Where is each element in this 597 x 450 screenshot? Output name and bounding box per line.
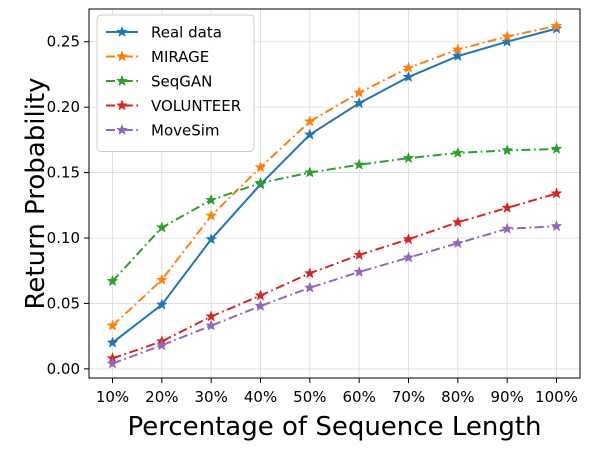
data-point-marker [451, 146, 464, 158]
legend-marker [116, 99, 128, 111]
y-tick-label: 0.25 [47, 33, 80, 51]
data-point-marker [106, 274, 119, 287]
data-point-marker [106, 319, 119, 331]
legend-label: MoveSim [151, 122, 220, 140]
data-point-marker [155, 298, 168, 310]
data-point-marker [451, 49, 464, 62]
data-point-marker [205, 233, 218, 245]
x-axis-label: Percentage of Sequence Length [127, 412, 541, 442]
x-tick-label: 20% [145, 388, 178, 406]
data-point-marker [353, 248, 366, 261]
data-point-marker [205, 209, 218, 221]
data-point-marker [501, 30, 514, 42]
data-point-marker [402, 233, 415, 245]
series-line-3 [112, 192, 557, 360]
legend-label: SeqGAN [151, 73, 212, 91]
legend-marker [116, 74, 128, 87]
data-point-marker [106, 336, 119, 348]
data-point-marker [303, 128, 316, 140]
legend-marker [116, 50, 128, 62]
data-point-marker [451, 237, 464, 249]
x-tick-label: 50% [293, 388, 326, 406]
x-tick-label: 30% [194, 388, 227, 406]
series-lines [106, 19, 563, 369]
series-line-4 [112, 225, 557, 365]
legend-marker [116, 25, 128, 38]
y-axis-label: Return Probability [21, 78, 51, 310]
data-point-marker [550, 19, 563, 32]
series-line-2 [111, 148, 557, 282]
x-tick-label: 40% [244, 388, 277, 406]
x-tick-label: 60% [342, 388, 375, 406]
x-tick-label: 90% [490, 388, 523, 406]
x-tick-label: 100% [535, 388, 578, 406]
data-point-marker [205, 310, 218, 322]
data-point-marker [550, 187, 563, 199]
data-point-marker [303, 267, 316, 279]
x-tick-label: 80% [441, 388, 474, 406]
y-tick-label: 0.00 [47, 360, 80, 378]
data-point-marker [402, 251, 415, 263]
y-tick-label: 0.10 [47, 229, 80, 247]
legend-label: Real data [151, 24, 222, 42]
data-point-marker [254, 161, 267, 173]
data-point-marker [402, 70, 415, 83]
grid-lines [89, 9, 580, 378]
data-point-marker [501, 35, 514, 47]
data-point-marker [205, 193, 218, 206]
data-point-marker [155, 339, 168, 351]
data-point-marker [303, 115, 316, 127]
data-point-marker [501, 201, 514, 213]
legend-marker [116, 123, 128, 136]
data-point-marker [254, 299, 267, 312]
data-point-marker [451, 43, 464, 55]
x-tick-label: 10% [96, 388, 129, 406]
data-point-marker [353, 86, 366, 98]
legend-label: MIRAGE [151, 48, 209, 66]
data-point-marker [451, 216, 464, 228]
data-point-marker [353, 265, 366, 278]
legend-box [96, 14, 255, 152]
data-point-marker [353, 158, 366, 170]
y-tick-label: 0.05 [47, 294, 80, 312]
x-tick-label: 70% [392, 388, 425, 406]
data-point-marker [155, 221, 168, 233]
data-point-marker [402, 151, 415, 164]
data-point-marker [501, 222, 514, 234]
data-point-marker [106, 357, 119, 369]
data-point-marker [254, 176, 267, 189]
series-line-1 [111, 25, 557, 327]
data-point-marker [155, 273, 168, 285]
data-point-marker [501, 144, 514, 156]
legend: Real data MIRAGE SeqGAN VOLUNTEER MoveSim [96, 14, 255, 152]
data-point-marker [205, 319, 218, 331]
y-tick-label: 0.20 [47, 98, 80, 116]
y-tick-label: 0.15 [47, 164, 80, 182]
data-point-marker [402, 61, 415, 73]
data-point-marker [550, 142, 563, 155]
plot-area-frame [88, 8, 581, 379]
data-point-marker [550, 219, 563, 232]
data-point-marker [303, 281, 316, 293]
data-point-marker [353, 96, 366, 109]
series-line-0 [111, 27, 557, 344]
axis-ticks: 10% 20% 30% 40% 50% 60% 70% 80% 90% 100% 0.00 0.05 0… [47, 33, 578, 406]
legend-label: VOLUNTEER [151, 97, 241, 115]
data-point-marker [303, 166, 316, 178]
data-point-marker [254, 289, 267, 301]
